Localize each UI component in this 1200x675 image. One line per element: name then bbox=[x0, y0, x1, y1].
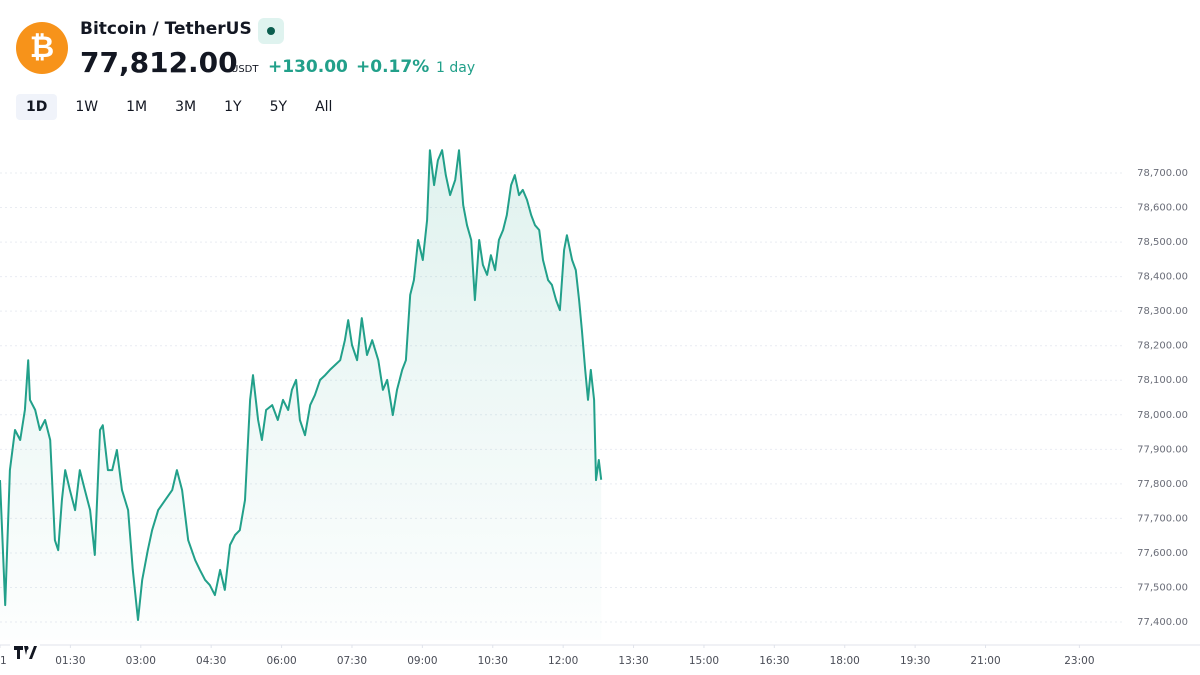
price-area bbox=[0, 150, 602, 640]
y-tick-label: 77,600.00 bbox=[1137, 548, 1188, 559]
y-tick-label: 78,600.00 bbox=[1137, 203, 1188, 214]
y-tick-label: 78,300.00 bbox=[1137, 306, 1188, 317]
y-tick-label: 77,400.00 bbox=[1137, 617, 1188, 628]
y-tick-label: 77,700.00 bbox=[1137, 513, 1188, 524]
y-tick-label: 78,200.00 bbox=[1137, 341, 1188, 352]
range-button[interactable]: 1M bbox=[126, 99, 148, 115]
range-button[interactable]: All bbox=[315, 99, 333, 115]
unit: USDT bbox=[231, 64, 259, 75]
x-tick-label: 23:00 bbox=[1064, 655, 1094, 667]
range-button[interactable]: 1W bbox=[75, 99, 99, 115]
price-line bbox=[0, 149, 603, 621]
status-badge bbox=[258, 18, 284, 44]
range-button[interactable]: 1D bbox=[16, 94, 58, 120]
bitcoin-logo: ₿ bbox=[16, 22, 68, 74]
y-tick-label: 78,000.00 bbox=[1137, 410, 1188, 421]
x-tick-label: 18:00 bbox=[830, 655, 860, 667]
y-tick-label: 78,700.00 bbox=[1137, 168, 1188, 179]
y-tick-label: 78,400.00 bbox=[1137, 272, 1188, 283]
y-tick-label: 77,900.00 bbox=[1137, 444, 1188, 455]
x-tick-label: 07:30 bbox=[337, 655, 367, 667]
x-tick-label: 06:00 bbox=[266, 655, 296, 667]
x-tick-label: 03:00 bbox=[126, 655, 156, 667]
x-tick-label: 12:00 bbox=[548, 655, 578, 667]
x-tick-label: 19:30 bbox=[900, 655, 930, 667]
change-percent: +0.17% bbox=[356, 57, 430, 77]
x-tick-label: 13:30 bbox=[618, 655, 648, 667]
x-tick-label: 21:00 bbox=[970, 655, 1000, 667]
y-tick-label: 77,500.00 bbox=[1137, 582, 1188, 593]
x-tick-label: 04:30 bbox=[196, 655, 226, 667]
header: ₿ Bitcoin / TetherUS 77,812.00 USDT +130… bbox=[0, 0, 1200, 130]
y-tick-label: 78,100.00 bbox=[1137, 375, 1188, 386]
range-button[interactable]: 3M bbox=[175, 99, 197, 115]
y-tick-label: 77,800.00 bbox=[1137, 479, 1188, 490]
change: +130.00 bbox=[268, 57, 348, 77]
x-tick-label: 31 bbox=[0, 655, 7, 667]
x-tick-label: 09:00 bbox=[407, 655, 437, 667]
y-tick-label: 78,500.00 bbox=[1137, 237, 1188, 248]
period: 1 day bbox=[436, 60, 476, 76]
range-button[interactable]: 5Y bbox=[269, 99, 288, 115]
x-tick-label: 10:30 bbox=[478, 655, 508, 667]
symbol-title: Bitcoin / TetherUS bbox=[80, 19, 252, 39]
range-button[interactable]: 1Y bbox=[224, 99, 242, 115]
tv-logo bbox=[10, 640, 40, 664]
x-tick-label: 16:30 bbox=[759, 655, 789, 667]
x-tick-label: 01:30 bbox=[55, 655, 85, 667]
x-tick-label: 15:00 bbox=[689, 655, 719, 667]
range-buttons: 1D 1W 1M 3M 1Y 5Y All bbox=[16, 94, 346, 120]
price: 77,812.00 bbox=[80, 46, 238, 79]
